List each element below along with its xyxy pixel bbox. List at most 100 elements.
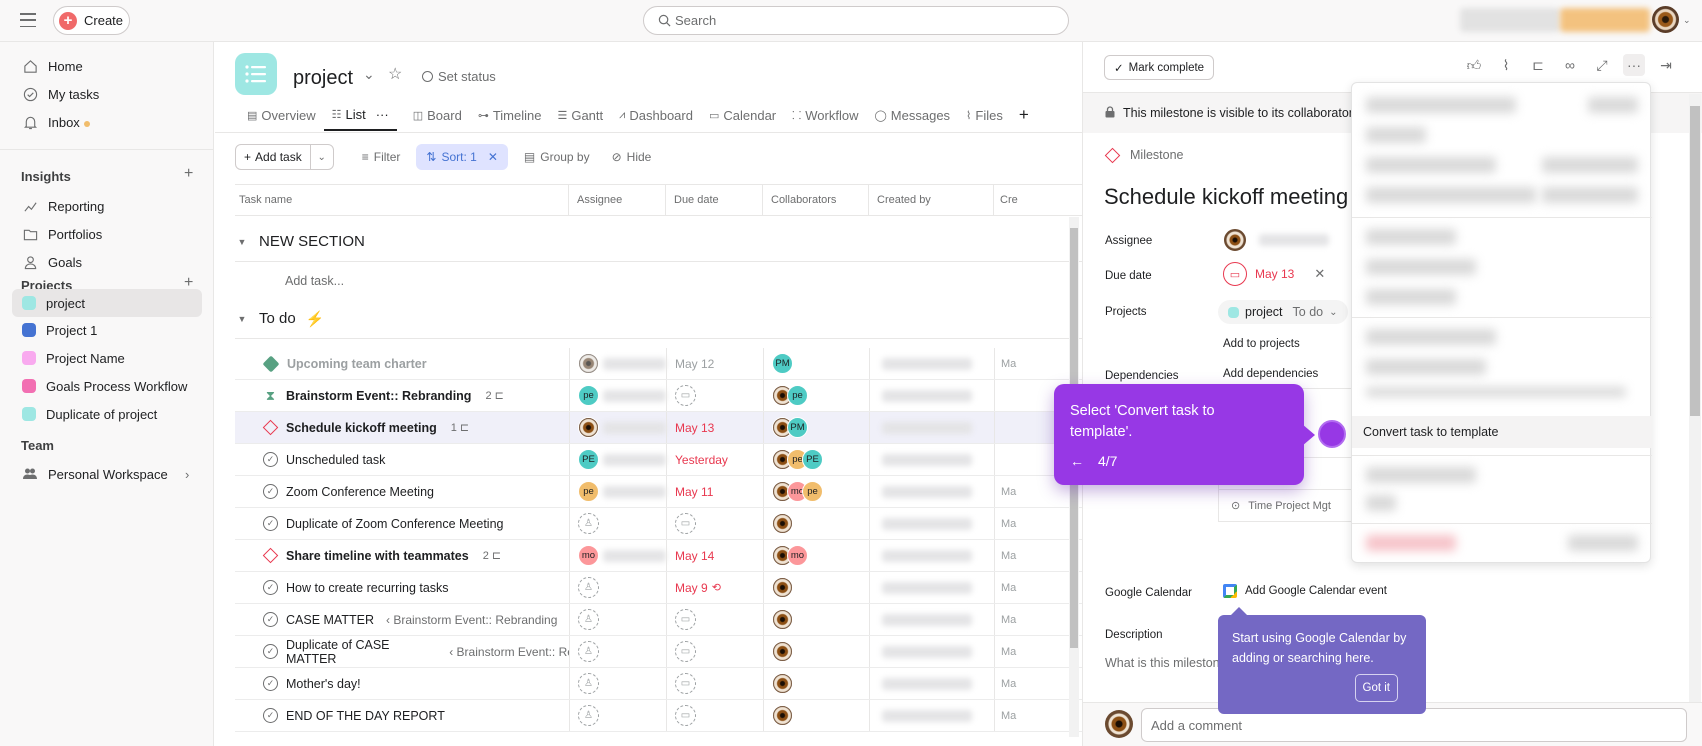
search-input[interactable]: Search [643, 6, 1069, 35]
tab-more-icon[interactable]: ··· [375, 106, 389, 122]
blurred-trial-button[interactable] [1560, 8, 1650, 32]
avatar[interactable]: mo [787, 545, 808, 566]
empty-assignee-icon[interactable]: ♙ [578, 577, 599, 598]
due-date[interactable]: May 9 [675, 580, 708, 595]
table-row[interactable]: ✓ Zoom Conference Meeting pe May 11 mo pe … [235, 476, 1082, 508]
table-row[interactable]: Upcoming team charter May 12 PM Ma [235, 348, 1082, 380]
subtask-count[interactable]: 2 ⊏ [485, 390, 504, 402]
subtask-count[interactable]: 1 ⊏ [450, 422, 470, 434]
section-title[interactable]: NEW SECTION [259, 233, 365, 250]
description-input[interactable]: What is this milestone [1105, 656, 1227, 670]
chevron-down-icon[interactable]: ⌄ [1683, 15, 1691, 25]
empty-due-date-calendar-icon[interactable]: ▭ [675, 609, 696, 630]
due-date[interactable]: May 14 [666, 540, 763, 571]
table-row[interactable]: Share timeline with teammates 2 ⊏ mo May … [235, 540, 1082, 572]
avatar[interactable] [772, 673, 793, 694]
detail-scrollbar-thumb[interactable] [1690, 106, 1700, 416]
project-title[interactable]: project [293, 67, 354, 89]
due-date[interactable]: May 11 [666, 476, 763, 507]
table-row[interactable]: ⧗ Brainstorm Event:: Rebranding 2 ⊏ pe ▭ p… [235, 380, 1082, 412]
add-google-calendar-event[interactable]: Add Google Calendar event [1223, 584, 1387, 598]
table-row[interactable]: ✓ END OF THE DAY REPORT ♙ ▭ Ma [235, 700, 1082, 732]
sidebar-project-project-1[interactable]: Project 1 [12, 316, 202, 344]
tab-board[interactable]: ◫ Board [405, 99, 470, 131]
table-row[interactable]: ✓ Unscheduled task PE Yesterday pe PE [235, 444, 1082, 476]
avatar[interactable] [772, 577, 793, 598]
table-row[interactable]: ✓ CASE MATTER ‹ Brainstorm Event:: Rebrand… [235, 604, 1082, 636]
avatar[interactable]: PE [578, 449, 599, 470]
tab-calendar[interactable]: ▭ Calendar [701, 99, 784, 131]
task-name[interactable]: Unscheduled task [286, 452, 386, 467]
task-name[interactable]: CASE MATTER [286, 612, 374, 627]
sidebar-team-personal-workspace[interactable]: Personal Workspace › [12, 460, 202, 488]
sidebar-item-inbox[interactable]: Inbox [12, 108, 202, 136]
sidebar-item-reporting[interactable]: Reporting [12, 192, 202, 220]
assignee-value[interactable] [1223, 228, 1329, 252]
tour-hotspot-dot[interactable] [1318, 420, 1346, 448]
due-date[interactable]: May 13 [666, 412, 763, 443]
insights-heading[interactable]: Insights [21, 169, 71, 184]
clear-due-date-close-icon[interactable]: ✕ [1314, 266, 1326, 281]
avatar[interactable] [578, 353, 599, 374]
task-name[interactable]: Share timeline with teammates [286, 548, 469, 563]
column-header-assignee[interactable]: Assignee [569, 185, 666, 215]
tour-back-arrow-icon[interactable]: ← [1070, 453, 1084, 469]
hide-button[interactable]: ⊘ Hide [606, 144, 658, 170]
avatar[interactable] [772, 609, 793, 630]
milestone-icon[interactable] [262, 547, 279, 564]
empty-assignee-icon[interactable]: ♙ [578, 641, 599, 662]
project-menu-chevron-icon[interactable]: ⌄ [363, 66, 375, 82]
empty-due-date-calendar-icon[interactable]: ▭ [675, 385, 696, 406]
column-header-due-date[interactable]: Due date [666, 185, 763, 215]
parent-task-link[interactable]: ‹ Brainstorm Event:: Re [449, 644, 569, 659]
blurred-menu-item[interactable] [1366, 259, 1476, 275]
sidebar-item-portfolios[interactable]: Portfolios [12, 220, 202, 248]
blurred-menu-item[interactable] [1366, 127, 1426, 143]
empty-due-date-calendar-icon[interactable]: ▭ [675, 641, 696, 662]
sort-button[interactable]: ⇅ Sort: 1 ✕ [416, 144, 508, 170]
add-task-dropdown-chevron-icon[interactable]: ⌄ [317, 151, 326, 163]
column-header-task-name[interactable]: Task name [235, 185, 569, 215]
task-name[interactable]: END OF THE DAY REPORT [286, 708, 445, 723]
add-project-plus-icon[interactable]: + [184, 274, 194, 291]
blurred-menu-item[interactable] [1366, 467, 1476, 483]
empty-assignee-icon[interactable]: ♙ [578, 705, 599, 726]
avatar[interactable] [772, 705, 793, 726]
set-status-button[interactable]: Set status [422, 69, 496, 84]
avatar[interactable] [772, 513, 793, 534]
task-name[interactable]: Upcoming team charter [287, 356, 427, 371]
due-date[interactable]: Yesterday [666, 444, 763, 475]
due-date[interactable]: May 12 [666, 348, 763, 379]
complete-checkbox-icon[interactable]: ✓ [263, 708, 278, 723]
subtask-icon[interactable]: ⊏ [1532, 56, 1544, 73]
completed-milestone-icon[interactable] [262, 355, 280, 372]
sidebar-project-goals-process-workflow[interactable]: Goals Process Workflow [12, 372, 202, 400]
avatar[interactable]: pe [787, 385, 808, 406]
chevron-down-icon[interactable]: ⌄ [1329, 306, 1338, 318]
filter-button[interactable]: ≡ Filter [356, 144, 407, 170]
sidebar-item-home[interactable]: Home [12, 52, 202, 80]
project-pill[interactable]: project To do ⌄ [1218, 300, 1348, 324]
project-membership[interactable]: project To do ⌄ [1218, 300, 1348, 324]
sidebar-item-goals[interactable]: Goals [12, 248, 202, 276]
expand-icon[interactable]: ⤢ [1596, 56, 1608, 73]
table-row[interactable]: ✓ Duplicate of Zoom Conference Meeting ♙ … [235, 508, 1082, 540]
blurred-menu-item[interactable] [1366, 495, 1396, 511]
empty-assignee-icon[interactable]: ♙ [578, 513, 599, 534]
blurred-menu-item[interactable] [1366, 329, 1496, 345]
avatar[interactable] [772, 641, 793, 662]
blurred-menu-item[interactable] [1366, 97, 1516, 113]
due-date-value[interactable]: ▭ May 13 ✕ [1223, 262, 1325, 286]
avatar[interactable]: pe [578, 385, 599, 406]
task-name[interactable]: Zoom Conference Meeting [286, 484, 434, 499]
blurred-menu-item[interactable] [1366, 187, 1536, 203]
convert-task-to-template-menu-item[interactable]: Convert task to template [1352, 416, 1652, 448]
tab-files[interactable]: ⌇ Files [958, 99, 1011, 131]
table-row[interactable]: ✓ Duplicate of CASE MATTER ‹ Brainstorm Ev… [235, 636, 1082, 668]
team-heading[interactable]: Team [21, 438, 54, 453]
blurred-menu-item[interactable] [1366, 387, 1626, 397]
thumbs-up-icon[interactable]: 👍︎ [1466, 56, 1482, 73]
avatar[interactable]: PM [787, 417, 808, 438]
task-name[interactable]: Duplicate of Zoom Conference Meeting [286, 516, 504, 531]
tab-dashboard[interactable]: ⩘ Dashboard [611, 99, 701, 131]
